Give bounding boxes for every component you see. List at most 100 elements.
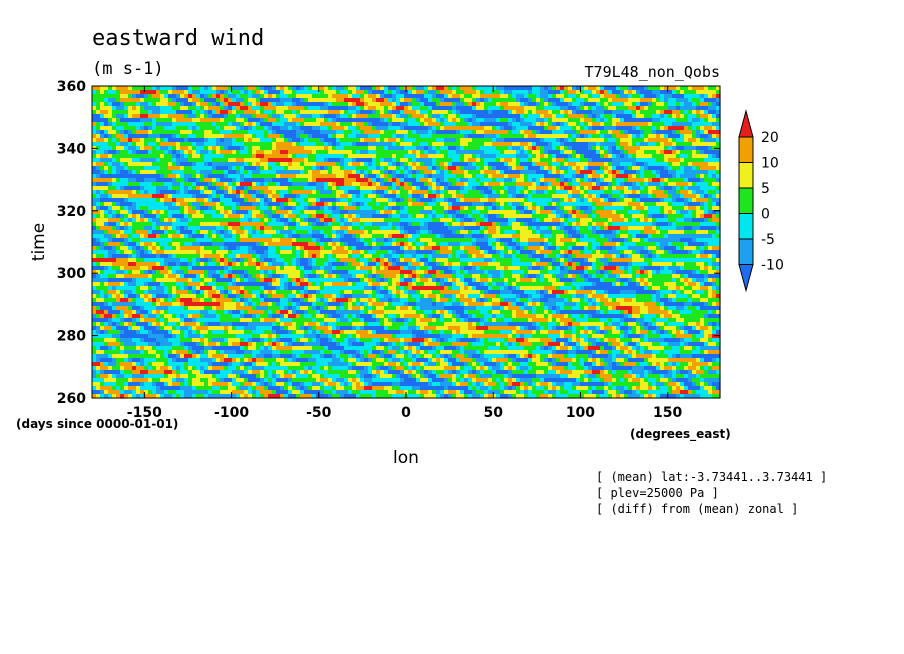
heatmap-cell bbox=[388, 106, 393, 111]
heatmap-cell bbox=[392, 154, 397, 159]
heatmap-cell bbox=[180, 182, 185, 187]
heatmap-cell bbox=[572, 206, 577, 211]
heatmap-cell bbox=[128, 198, 157, 203]
heatmap-cell bbox=[128, 94, 133, 99]
heatmap-cell bbox=[316, 222, 325, 227]
heatmap-cell bbox=[608, 290, 621, 295]
heatmap-cell bbox=[616, 170, 621, 175]
heatmap-cell bbox=[552, 266, 557, 271]
heatmap-cell bbox=[580, 134, 585, 139]
heatmap-cell bbox=[156, 302, 161, 307]
heatmap-cell bbox=[620, 86, 629, 91]
heatmap-cell bbox=[284, 222, 289, 227]
heatmap-cell bbox=[220, 210, 225, 215]
heatmap-cell bbox=[360, 278, 365, 283]
heatmap-cell bbox=[544, 242, 549, 247]
heatmap-cell bbox=[100, 154, 109, 159]
heatmap-cell bbox=[384, 218, 401, 223]
heatmap-cell bbox=[620, 242, 625, 247]
heatmap-cell bbox=[120, 206, 125, 211]
heatmap-cell bbox=[412, 150, 417, 155]
heatmap-cell bbox=[336, 138, 341, 143]
heatmap-cell bbox=[604, 186, 609, 191]
heatmap-cell bbox=[352, 162, 361, 167]
heatmap-cell bbox=[700, 222, 717, 227]
heatmap-cell bbox=[536, 202, 549, 207]
heatmap-cell bbox=[396, 166, 401, 171]
heatmap-cell bbox=[668, 162, 673, 167]
heatmap-cell bbox=[124, 146, 129, 151]
heatmap-cell bbox=[472, 154, 477, 159]
heatmap-cell bbox=[444, 210, 449, 215]
heatmap-cell bbox=[260, 102, 269, 107]
heatmap-cell bbox=[256, 190, 261, 195]
heatmap-cell bbox=[584, 90, 593, 95]
heatmap-cell bbox=[124, 102, 137, 107]
heatmap-cell bbox=[632, 250, 637, 255]
heatmap-cell bbox=[256, 258, 261, 263]
heatmap-cell bbox=[100, 270, 105, 275]
heatmap-cell bbox=[624, 218, 629, 223]
heatmap-cell bbox=[648, 262, 653, 267]
heatmap-cell bbox=[272, 138, 277, 143]
heatmap-cell bbox=[596, 274, 605, 279]
heatmap-cell bbox=[712, 234, 717, 239]
heatmap-cell bbox=[468, 282, 481, 287]
heatmap-cell bbox=[616, 274, 621, 279]
heatmap-cell bbox=[324, 246, 333, 251]
heatmap-cell bbox=[536, 290, 541, 295]
heatmap-cell bbox=[288, 286, 305, 291]
heatmap-cell bbox=[304, 278, 309, 283]
heatmap-cell bbox=[428, 294, 437, 299]
heatmap-cell bbox=[464, 198, 481, 203]
heatmap-cell bbox=[188, 282, 201, 287]
heatmap-cell bbox=[576, 198, 581, 203]
heatmap-cell bbox=[704, 302, 709, 307]
heatmap-cell bbox=[632, 94, 641, 99]
heatmap-cell bbox=[672, 206, 685, 211]
heatmap-cell bbox=[540, 270, 549, 275]
heatmap-cell bbox=[260, 86, 265, 91]
heatmap-cell bbox=[124, 250, 133, 255]
heatmap-cell bbox=[576, 90, 581, 95]
heatmap-cell bbox=[436, 146, 441, 151]
heatmap-cell bbox=[556, 122, 561, 127]
heatmap-cell bbox=[156, 270, 161, 275]
heatmap-cell bbox=[132, 190, 137, 195]
heatmap-cell bbox=[580, 130, 597, 135]
heatmap-cell bbox=[628, 178, 645, 183]
heatmap-cell bbox=[220, 146, 225, 151]
heatmap-cell bbox=[528, 166, 541, 171]
heatmap-cell bbox=[188, 114, 197, 119]
heatmap-cell bbox=[144, 298, 149, 303]
heatmap-cell bbox=[392, 122, 401, 127]
heatmap-cell bbox=[676, 138, 685, 143]
heatmap-cell bbox=[104, 298, 117, 303]
heatmap-cell bbox=[588, 186, 593, 191]
heatmap-cell bbox=[328, 202, 333, 207]
heatmap-cell bbox=[716, 90, 721, 95]
heatmap-cell bbox=[308, 278, 345, 283]
heatmap-cell bbox=[684, 186, 689, 191]
heatmap-cell bbox=[344, 234, 353, 239]
heatmap-cell bbox=[660, 302, 665, 307]
heatmap-cell bbox=[376, 158, 381, 163]
heatmap-field bbox=[92, 86, 721, 399]
heatmap-cell bbox=[532, 262, 537, 267]
heatmap-cell bbox=[676, 222, 701, 227]
heatmap-cell bbox=[276, 210, 289, 215]
heatmap-cell bbox=[552, 226, 557, 231]
heatmap-cell bbox=[592, 206, 597, 211]
heatmap-cell bbox=[444, 174, 457, 179]
heatmap-cell bbox=[224, 210, 229, 215]
heatmap-cell bbox=[556, 202, 561, 207]
heatmap-cell bbox=[124, 294, 129, 299]
heatmap-cell bbox=[480, 90, 485, 95]
heatmap-cell bbox=[316, 306, 321, 311]
heatmap-cell bbox=[496, 226, 501, 231]
heatmap-cell bbox=[188, 234, 193, 239]
heatmap-cell bbox=[472, 86, 477, 91]
heatmap-cell bbox=[496, 266, 505, 271]
heatmap-cell bbox=[700, 206, 705, 211]
heatmap-cell bbox=[160, 298, 165, 303]
